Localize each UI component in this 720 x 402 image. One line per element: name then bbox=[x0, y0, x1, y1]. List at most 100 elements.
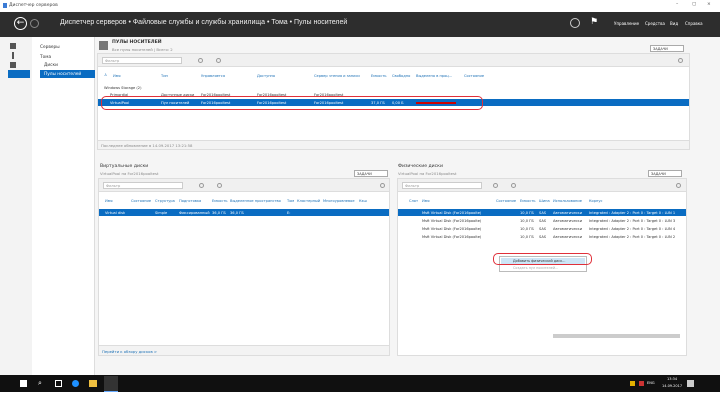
col-allocated[interactable]: Выделенное пространство bbox=[230, 199, 281, 203]
col-slot[interactable]: Слот bbox=[409, 199, 419, 203]
save-query-icon[interactable] bbox=[216, 58, 221, 63]
create-pool-menu-item: Создать пул носителей... bbox=[513, 266, 559, 270]
save-query-icon[interactable] bbox=[217, 183, 222, 188]
language-indicator[interactable]: ENG bbox=[647, 381, 655, 385]
col-allocated[interactable]: Выделено в проц... bbox=[416, 74, 453, 78]
breadcrumb[interactable]: Диспетчер серверов • Файловые службы и с… bbox=[60, 19, 348, 26]
col-chassis[interactable]: Корпус bbox=[589, 199, 603, 203]
col-capacity[interactable]: Емкость bbox=[520, 199, 536, 203]
expand-icon[interactable] bbox=[380, 183, 385, 188]
cell: 0,00 Б bbox=[392, 100, 404, 105]
refresh-icon[interactable] bbox=[570, 18, 580, 28]
col-provisioning[interactable]: Подготовка bbox=[179, 199, 202, 203]
col-status[interactable]: Состояние bbox=[131, 199, 152, 203]
col-cache[interactable]: Кэш bbox=[359, 199, 367, 203]
highlight-ring bbox=[101, 96, 483, 110]
col-name[interactable]: Имя bbox=[113, 74, 121, 78]
back-button[interactable]: ← bbox=[14, 17, 27, 30]
expand-icon[interactable] bbox=[676, 183, 681, 188]
query-icon[interactable] bbox=[198, 58, 203, 63]
clock-date[interactable]: 14.09.2017 bbox=[662, 384, 683, 388]
menu-manage[interactable]: Управление bbox=[614, 21, 640, 26]
col-name[interactable]: Имя bbox=[422, 199, 430, 203]
vdisks-filter-input[interactable]: Фильтр bbox=[103, 182, 183, 189]
table-row-selected[interactable]: Virtual disk Simple Фиксированный 36,0 Г… bbox=[99, 209, 389, 216]
col-managed[interactable]: Управляется bbox=[201, 74, 226, 78]
clock-time[interactable]: 13:34 bbox=[667, 377, 678, 381]
col-rw-server[interactable]: Сервер чтения и записи bbox=[314, 74, 360, 78]
col-free[interactable]: Свободно bbox=[392, 74, 411, 78]
menu-view[interactable]: Вид bbox=[670, 21, 679, 26]
file-storage-icon[interactable] bbox=[8, 70, 30, 78]
nav-disks[interactable]: Диски bbox=[44, 63, 58, 68]
col-name[interactable]: Имя bbox=[105, 199, 113, 203]
table-row[interactable]: Primordial Доступные диски For2016poolte… bbox=[98, 91, 689, 98]
col-tiered[interactable]: Многоуровневое bbox=[323, 199, 355, 203]
cell: Virtual disk bbox=[105, 210, 126, 215]
nav-storage-pools[interactable]: Пулы носителей bbox=[40, 70, 95, 78]
query-icon[interactable] bbox=[199, 183, 204, 188]
pools-subtitle: Все пулы носителей | Всего: 2 bbox=[112, 47, 173, 52]
explorer-icon[interactable] bbox=[89, 380, 97, 387]
disks-overview-link[interactable]: Перейти к обзору дисков > bbox=[102, 349, 158, 354]
col-capacity[interactable]: Емкость bbox=[371, 74, 387, 78]
ie-icon[interactable] bbox=[72, 380, 79, 387]
cell: For2016pooltest bbox=[314, 100, 344, 105]
network-icon[interactable] bbox=[630, 381, 635, 386]
table-row-selected[interactable]: Msft Virtual Disk (For2016poolte) 10,0 ГБ… bbox=[398, 209, 686, 216]
task-view-icon[interactable] bbox=[55, 380, 62, 387]
pdisks-filter-input[interactable]: Фильтр bbox=[402, 182, 482, 189]
local-server-icon[interactable] bbox=[12, 52, 14, 59]
menu-tools[interactable]: Средства bbox=[645, 21, 665, 26]
maximize-button[interactable]: ▢ bbox=[692, 2, 697, 7]
close-button[interactable]: × bbox=[707, 2, 711, 7]
pools-filter-input[interactable]: Фильтр bbox=[102, 57, 182, 64]
flag-icon[interactable]: ⚑ bbox=[590, 17, 599, 27]
col-bus[interactable]: Шина bbox=[539, 199, 550, 203]
volume-icon[interactable] bbox=[639, 381, 644, 386]
col-available[interactable]: Доступно bbox=[257, 74, 276, 78]
col-clustered[interactable]: Кластерный bbox=[297, 199, 321, 203]
app-icon bbox=[3, 3, 7, 8]
dashboard-icon[interactable] bbox=[10, 43, 16, 49]
forward-button[interactable] bbox=[30, 19, 39, 28]
table-row-selected[interactable]: VirtualPool Пул носителей For2016pooltes… bbox=[98, 99, 689, 106]
all-servers-icon[interactable] bbox=[10, 62, 16, 68]
col-capacity[interactable]: Емкость bbox=[212, 199, 228, 203]
col-status[interactable]: Состояние bbox=[496, 199, 517, 203]
col-layout[interactable]: Структура bbox=[155, 199, 175, 203]
nav-volumes[interactable]: Тома bbox=[40, 55, 52, 60]
menu-help[interactable]: Справка bbox=[685, 21, 703, 26]
minimize-button[interactable]: – bbox=[676, 2, 679, 7]
search-icon[interactable]: ⌕ bbox=[38, 379, 42, 387]
start-icon[interactable] bbox=[20, 380, 27, 387]
expand-icon[interactable] bbox=[678, 58, 683, 63]
save-query-icon[interactable] bbox=[511, 183, 516, 188]
col-volume[interactable]: Том bbox=[287, 199, 295, 203]
pools-filter-bar: Фильтр bbox=[98, 54, 689, 67]
add-physical-disk-menu-item[interactable]: Добавить физический диск... bbox=[501, 258, 585, 264]
cell: Доступные диски bbox=[161, 92, 195, 97]
notifications-icon[interactable] bbox=[687, 380, 694, 387]
cell: Integrated : Adapter 2 : Port 0 : Target… bbox=[589, 234, 676, 239]
table-row[interactable]: Msft Virtual Disk (For2016poolte) 10,0 ГБ… bbox=[398, 225, 686, 232]
table-row[interactable]: Msft Virtual Disk (For2016poolte) 10,0 ГБ… bbox=[398, 217, 686, 224]
nav-servers[interactable]: Серверы bbox=[40, 45, 60, 50]
pools-title: ПУЛЫ НОСИТЕЛЕЙ bbox=[112, 40, 162, 45]
pdisks-tasks-button[interactable]: ЗАДАЧИ bbox=[648, 170, 682, 177]
query-icon[interactable] bbox=[493, 183, 498, 188]
vdisks-tasks-button[interactable]: ЗАДАЧИ bbox=[354, 170, 388, 177]
cell: Integrated : Adapter 2 : Port 0 : Target… bbox=[589, 226, 676, 231]
pools-icon bbox=[99, 41, 108, 50]
highlight-ring bbox=[493, 253, 592, 265]
col-type[interactable]: Тип bbox=[161, 74, 168, 78]
pools-tasks-button[interactable]: ЗАДАЧИ bbox=[650, 45, 684, 52]
col-usage[interactable]: Использование bbox=[553, 199, 582, 203]
cell: Автоматически bbox=[553, 218, 583, 223]
horizontal-scrollbar[interactable] bbox=[553, 334, 680, 338]
server-manager-taskbar-icon[interactable] bbox=[104, 376, 118, 392]
cell: 10,0 ГБ bbox=[520, 226, 534, 231]
pools-panel: Фильтр ♙ Имя Тип Управляется Доступно Се… bbox=[97, 53, 690, 150]
table-row[interactable]: Msft Virtual Disk (For2016poolte) 10,0 ГБ… bbox=[398, 233, 686, 240]
col-status[interactable]: Состояние bbox=[464, 74, 485, 78]
